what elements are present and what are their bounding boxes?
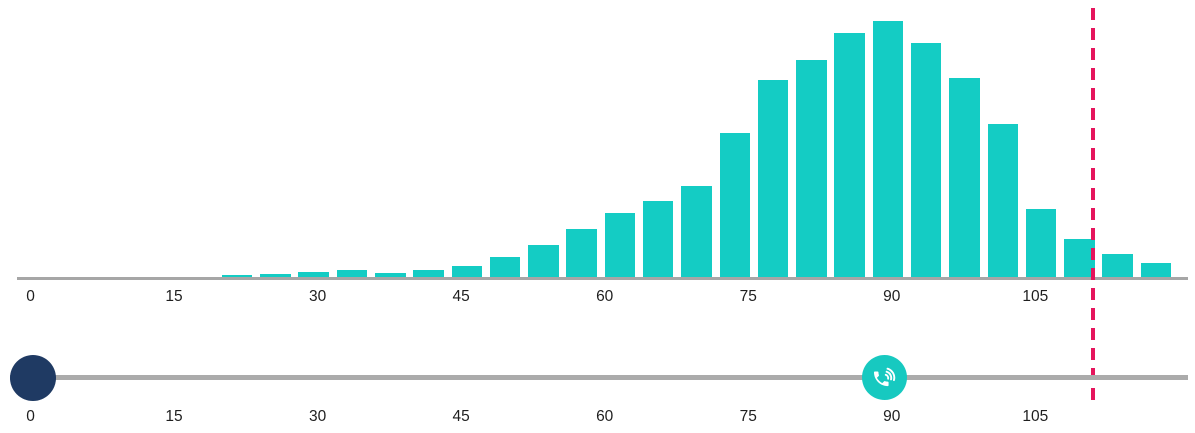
histogram-bar[interactable] [1064, 238, 1095, 278]
histogram-bar[interactable] [642, 200, 674, 278]
slider-track[interactable] [10, 375, 1188, 380]
tick-label: 0 [26, 408, 35, 425]
histogram-bar[interactable] [1025, 208, 1057, 278]
tick-label: 90 [883, 408, 901, 425]
tick-label: 75 [739, 288, 757, 305]
histogram-bar[interactable] [566, 228, 597, 278]
threshold-dashed-line [1090, 8, 1095, 400]
histogram-bar[interactable] [413, 269, 444, 278]
histogram-bar[interactable] [796, 59, 827, 278]
tick-label: 75 [739, 408, 757, 425]
histogram-bar[interactable] [681, 185, 712, 278]
tick-label: 60 [596, 408, 614, 425]
histogram-bar[interactable] [1140, 262, 1172, 278]
tick-label: 45 [452, 408, 470, 425]
histogram-bar[interactable] [834, 32, 865, 278]
tick-label: 30 [308, 408, 327, 425]
histogram-bar[interactable] [375, 272, 406, 278]
slider-handle-current-value[interactable] [861, 355, 907, 400]
histogram-bar[interactable] [221, 274, 253, 278]
x-axis-line [17, 277, 1188, 280]
histogram-bar[interactable] [260, 273, 291, 278]
histogram-bar[interactable] [949, 77, 980, 278]
histogram-bar[interactable] [451, 265, 483, 278]
histogram-bar[interactable] [528, 244, 559, 278]
histogram-bar[interactable] [336, 269, 368, 278]
histogram-bar[interactable] [604, 212, 636, 278]
histogram-bar[interactable] [757, 79, 789, 278]
phone-in-talk-icon [873, 367, 895, 387]
histogram-bar[interactable] [1102, 253, 1133, 278]
histogram-bar[interactable] [872, 20, 904, 278]
slider-handle-range-start[interactable] [9, 354, 56, 401]
tick-label: 15 [165, 408, 183, 425]
histogram-bar[interactable] [719, 132, 751, 278]
tick-label: 30 [308, 288, 327, 305]
histogram-bar[interactable] [489, 256, 521, 278]
tick-label: 90 [883, 288, 901, 305]
tick-label: 45 [452, 288, 470, 305]
tick-label: 0 [26, 288, 35, 305]
tick-label: 105 [1022, 408, 1049, 425]
histogram-bar[interactable] [987, 123, 1018, 278]
tick-label: 105 [1022, 288, 1049, 305]
histogram-bar[interactable] [910, 42, 942, 278]
tick-label: 15 [165, 288, 183, 305]
histogram-bar[interactable] [298, 271, 329, 278]
tick-label: 60 [596, 288, 614, 305]
